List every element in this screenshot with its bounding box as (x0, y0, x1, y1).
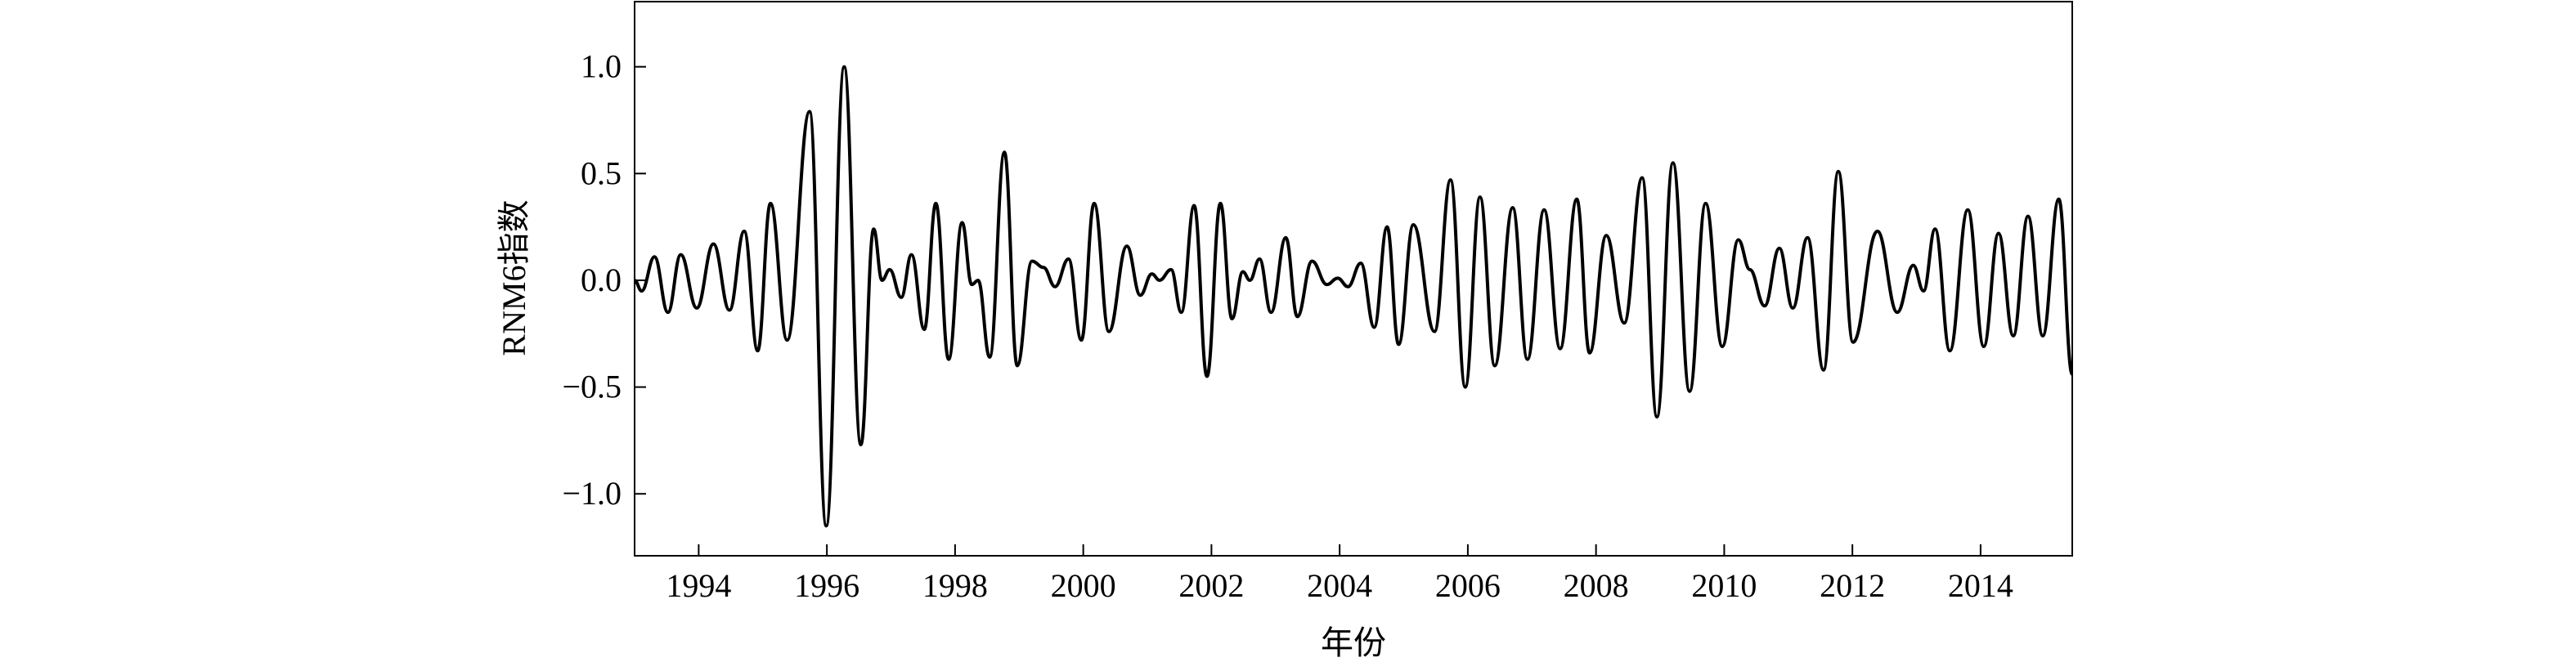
data-line (634, 65, 2074, 528)
x-tick-label: 2010 (1691, 567, 1757, 604)
x-tick-label: 2012 (1820, 567, 1885, 604)
plot-frame (634, 1, 2073, 557)
y-tick-label: 0.0 (581, 262, 622, 298)
x-tick-label: 1994 (666, 567, 731, 604)
x-tick-label: 2014 (1948, 567, 2013, 604)
x-tick-label: 1996 (794, 567, 859, 604)
x-tick-label: 2006 (1435, 567, 1501, 604)
x-tick-label: 2000 (1051, 567, 1116, 604)
x-tick-label: 2002 (1178, 567, 1244, 604)
y-axis-label: RNM6指数 (496, 199, 532, 356)
x-tick-label: 2008 (1564, 567, 1629, 604)
y-tick-label: 1.0 (581, 48, 622, 85)
y-tick-label: 0.5 (581, 154, 622, 191)
y-tick-label: −0.5 (562, 369, 622, 405)
y-tick-label: −1.0 (562, 475, 622, 512)
x-axis-label: 年份 (1321, 624, 1386, 661)
x-tick-label: 2004 (1307, 567, 1372, 604)
x-tick-label: 1998 (922, 567, 988, 604)
